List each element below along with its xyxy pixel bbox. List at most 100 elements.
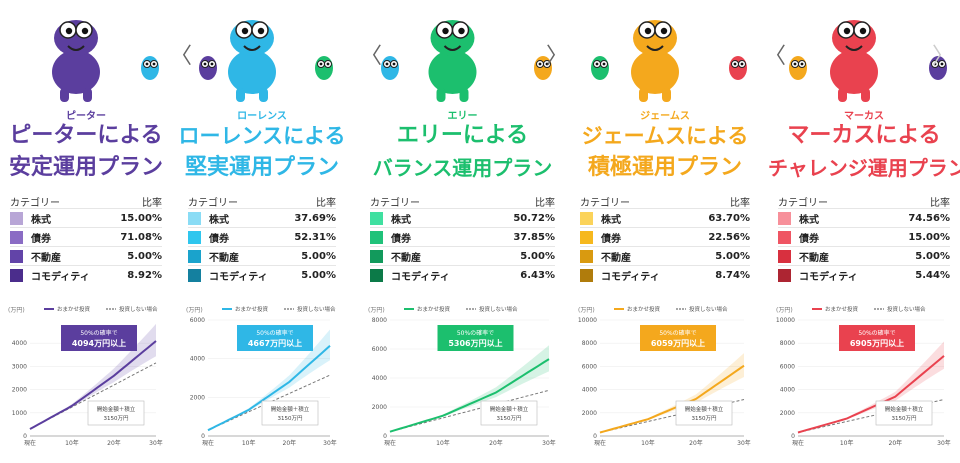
x-tick-label: 30年 xyxy=(937,439,951,447)
legend-managed-label: おまかせ投資 xyxy=(417,305,451,313)
previous-mascot-icon xyxy=(381,56,399,80)
asset-name: 株式 xyxy=(31,214,51,226)
y-tick-label: 2000 xyxy=(190,394,205,401)
color-swatch xyxy=(188,230,201,244)
x-tick-label: 現在 xyxy=(594,439,606,447)
principal-note: 開始金額＋積立 3150万円 xyxy=(675,400,733,426)
series-managed-line xyxy=(797,355,945,434)
mascot-2-illustration xyxy=(228,20,276,102)
mascot-area xyxy=(52,20,159,102)
allocation-row: コモディティ 5.44% xyxy=(778,265,950,284)
color-swatch xyxy=(370,230,383,244)
asset-ratio: 63.70% xyxy=(708,212,750,224)
asset-name: 株式 xyxy=(601,214,621,226)
y-tick-label: 4000 xyxy=(780,387,795,394)
plan-title-line1: マーカスによる xyxy=(787,123,941,148)
principal-note: 開始金額＋積立 3150万円 xyxy=(261,400,319,426)
y-tick-label: 8000 xyxy=(372,317,387,324)
plan-card-3: エリー エリーによる バランス運用プラン カテゴリー 比率 株式 50.72% 債券 37.85… xyxy=(360,0,565,463)
allocation-header: カテゴリー 比率 xyxy=(10,194,162,209)
y-tick-label: 1000 xyxy=(12,410,27,417)
x-tick-label: 10年 xyxy=(641,439,655,447)
asset-name: 株式 xyxy=(391,214,411,226)
callout-probability: 50%の確率で xyxy=(858,329,895,337)
asset-name: コモディティ xyxy=(31,271,90,283)
character-name: ピーター xyxy=(66,111,106,122)
series-managed-line xyxy=(389,358,550,433)
color-swatch xyxy=(580,249,593,263)
x-tick-label: 20年 xyxy=(107,439,121,447)
asset-name: 不動産 xyxy=(799,252,829,264)
x-tick-label: 30年 xyxy=(323,439,337,447)
neighbour-mascot-icon xyxy=(315,56,333,80)
note-line2: 3150万円 xyxy=(692,415,717,422)
y-tick-label: 0 xyxy=(791,433,795,440)
color-swatch xyxy=(778,211,791,225)
callout-probability: 50%の確率で xyxy=(256,329,293,337)
y-tick-label: 4000 xyxy=(12,340,27,347)
asset-ratio: 52.31% xyxy=(294,231,336,243)
carousel-next-icon[interactable]: 〉 xyxy=(932,44,955,69)
color-swatch xyxy=(10,249,23,263)
plan-card-5: マーカス マーカスによる チャレンジ運用プラン カテゴリー 比率 株式 74.56% 債券 15… xyxy=(768,0,960,463)
note-line1: 開始金額＋積立 xyxy=(490,405,529,413)
allocation-row: 債券 37.85% xyxy=(370,227,555,246)
callout-amount: 4667万円以上 xyxy=(248,338,302,348)
legend-managed-label: おまかせ投資 xyxy=(235,305,269,313)
previous-mascot-icon xyxy=(199,56,217,80)
previous-mascot-icon xyxy=(591,56,609,80)
y-tick-label: 6000 xyxy=(582,363,597,370)
y-tick-label: 8000 xyxy=(780,340,795,347)
mascot-1-illustration xyxy=(52,20,100,102)
mascot-area xyxy=(199,20,333,102)
color-swatch xyxy=(370,211,383,225)
allocation-header: カテゴリー 比率 xyxy=(580,194,750,209)
allocation-row: 株式 50.72% xyxy=(370,208,555,227)
ratio-header: 比率 xyxy=(730,198,750,209)
allocation-table: カテゴリー 比率 株式 63.70% 債券 22.56% 不動産 5.00% コモディティ 8.7… xyxy=(580,194,750,284)
carousel-prev-icon[interactable]: 〈 xyxy=(764,44,787,69)
mascot-4-illustration xyxy=(631,20,679,102)
allocation-row: 不動産 5.00% xyxy=(188,246,336,265)
allocation-table: カテゴリー 比率 株式 37.69% 債券 52.31% 不動産 5.00% コモディティ 5.0… xyxy=(188,194,336,284)
x-tick-label: 20年 xyxy=(689,439,703,447)
note-line1: 開始金額＋積立 xyxy=(885,405,924,413)
neighbour-mascot-icon xyxy=(729,56,747,80)
color-swatch xyxy=(778,249,791,263)
color-swatch xyxy=(580,268,593,282)
allocation-table: カテゴリー 比率 株式 15.00% 債券 71.08% 不動産 5.00% コモディティ 8.9… xyxy=(10,194,162,284)
mascot-5-illustration xyxy=(830,20,878,102)
series-managed-line xyxy=(599,364,745,434)
y-tick-label: 6000 xyxy=(780,363,795,370)
y-tick-label: 2000 xyxy=(780,410,795,417)
plan-title-line2: バランス運用プラン xyxy=(372,156,553,180)
allocation-row: コモディティ 8.92% xyxy=(10,265,162,284)
series-managed-line xyxy=(207,345,331,432)
carousel-prev-icon[interactable]: 〈 xyxy=(170,44,193,69)
chart-unit-label: (万円) xyxy=(776,307,793,314)
category-header: カテゴリー xyxy=(370,198,420,209)
allocation-row: 債券 52.31% xyxy=(188,227,336,246)
legend-none-label: 投資しない場合 xyxy=(479,305,518,313)
plan-card-1: ピーター ピーターによる 安定運用プラン カテゴリー 比率 株式 15.00% 債券 71.08… xyxy=(0,0,172,463)
legend-none-label: 投資しない場合 xyxy=(119,305,158,313)
x-tick-label: 10年 xyxy=(436,439,450,447)
character-name: エリー xyxy=(447,111,478,122)
x-tick-label: 30年 xyxy=(149,439,163,447)
x-tick-label: 現在 xyxy=(384,439,396,447)
y-tick-label: 4000 xyxy=(582,387,597,394)
carousel-next-icon[interactable]: 〉 xyxy=(546,44,569,69)
ratio-header: 比率 xyxy=(142,198,162,209)
projection-chart: (万円) おまかせ投資 投資しない場合 0 2000 4000 6000 8000 10000 現… xyxy=(776,305,951,447)
carousel-prev-icon[interactable]: 〈 xyxy=(360,44,383,69)
category-header: カテゴリー xyxy=(580,198,630,209)
projection-chart: (万円) おまかせ投資 投資しない場合 0 2000 4000 6000 8000 10000 現… xyxy=(578,305,751,447)
y-tick-label: 4000 xyxy=(372,375,387,382)
asset-name: 不動産 xyxy=(601,252,631,264)
allocation-header: カテゴリー 比率 xyxy=(370,194,555,209)
chart-unit-label: (万円) xyxy=(186,307,203,314)
legend-none-label: 投資しない場合 xyxy=(887,305,926,313)
